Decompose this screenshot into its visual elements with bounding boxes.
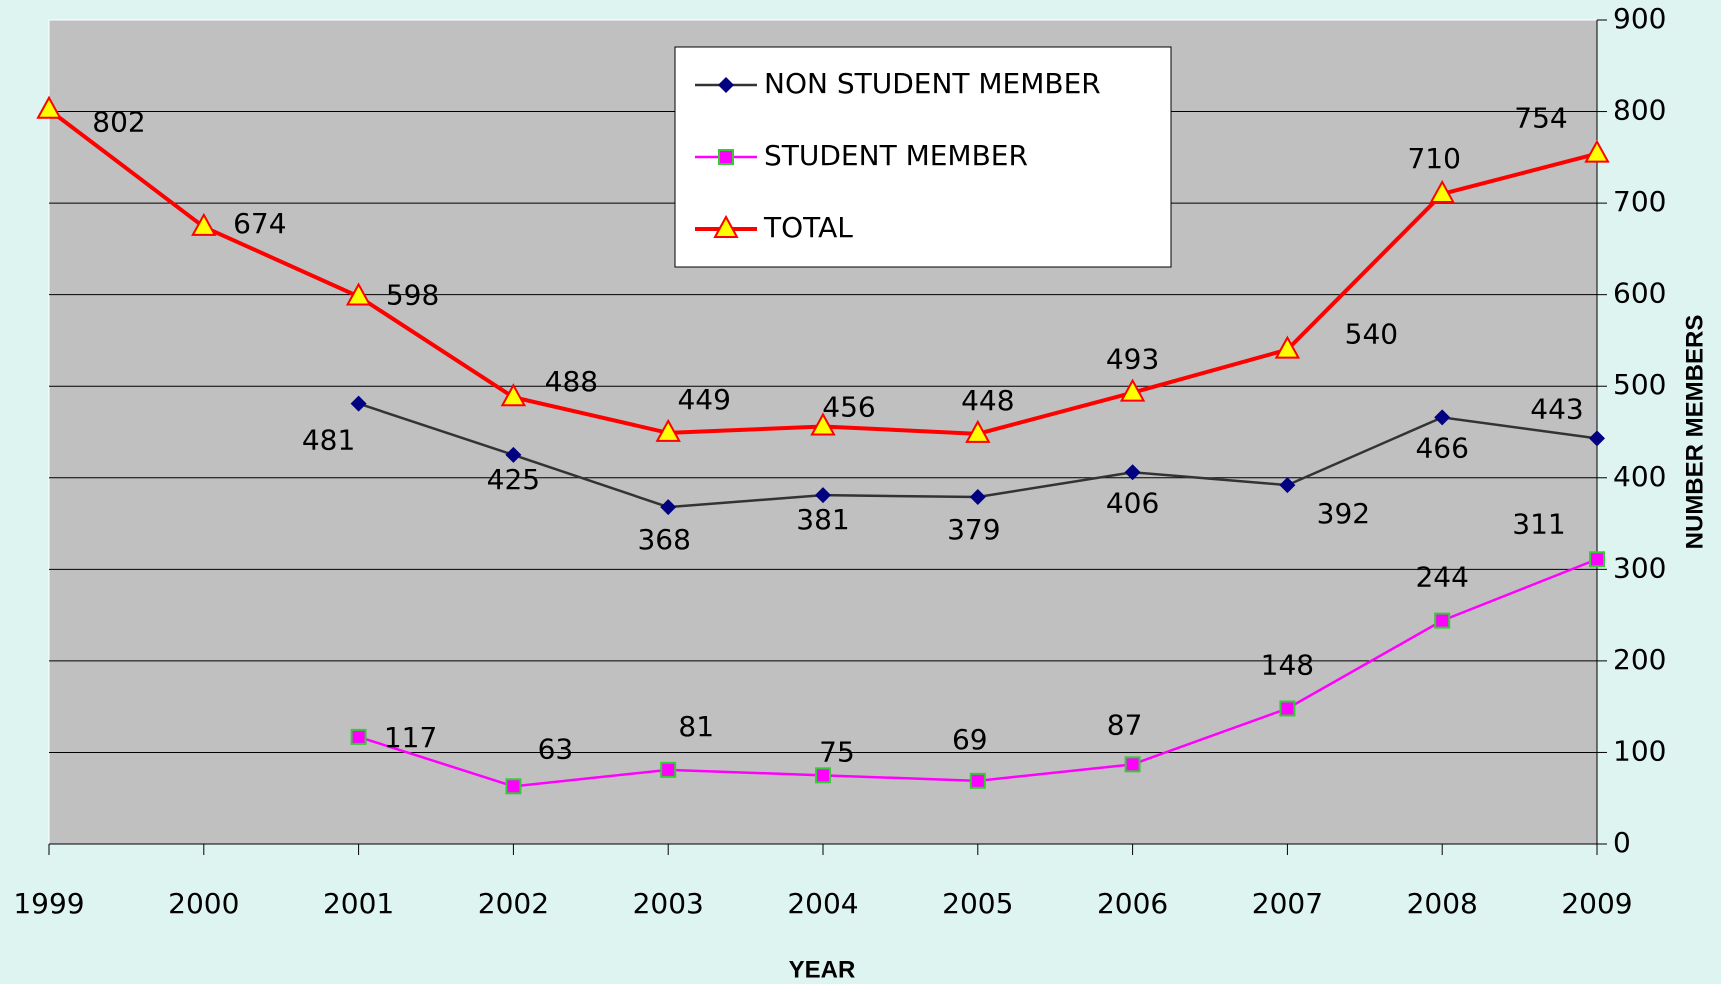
data-label: 540 — [1345, 318, 1398, 351]
legend: NON STUDENT MEMBER STUDENT MEMBER TOTAL — [674, 46, 1172, 268]
x-tick-label: 2009 — [1561, 887, 1632, 920]
x-axis-title: YEAR — [789, 956, 856, 983]
data-label: 368 — [637, 523, 690, 556]
marker — [191, 212, 217, 236]
marker — [969, 489, 986, 506]
marker — [815, 767, 831, 784]
x-tick-label: 2002 — [478, 887, 549, 920]
y-tick-label: 0 — [1613, 826, 1631, 859]
marker — [36, 95, 62, 119]
x-tick-label: 1999 — [13, 887, 84, 920]
x-tick-label: 2003 — [633, 887, 704, 920]
data-label: 87 — [1107, 708, 1143, 741]
x-tick-label: 2000 — [168, 887, 239, 920]
data-label: 674 — [233, 207, 286, 240]
x-tick-label: 2005 — [942, 887, 1013, 920]
marker — [718, 77, 734, 93]
marker — [1124, 756, 1141, 773]
y-tick-label: 300 — [1613, 551, 1666, 584]
marker — [1279, 700, 1296, 717]
y-tick-label: 400 — [1613, 460, 1666, 493]
data-label: 69 — [952, 723, 988, 756]
legend-label: NON STUDENT MEMBER — [764, 67, 1101, 100]
marker — [1274, 335, 1301, 359]
marker — [1429, 179, 1455, 203]
y-tick-label: 700 — [1613, 185, 1666, 218]
marker — [505, 778, 522, 795]
x-tick-label: 2008 — [1407, 887, 1478, 920]
data-label: 63 — [538, 732, 574, 765]
marker — [718, 149, 734, 165]
marker — [345, 282, 372, 306]
y-tick-label: 800 — [1613, 94, 1666, 127]
data-label: 406 — [1106, 486, 1159, 519]
marker — [1434, 612, 1451, 629]
data-label: 425 — [487, 463, 540, 496]
marker — [969, 772, 986, 789]
data-label: 148 — [1261, 648, 1314, 681]
marker — [815, 487, 831, 504]
marker — [505, 446, 522, 463]
marker — [1434, 409, 1451, 426]
legend-label: STUDENT MEMBER — [764, 139, 1028, 172]
data-label: 802 — [92, 106, 145, 139]
marker — [660, 499, 677, 516]
data-label: 81 — [678, 710, 714, 743]
y-axis-title: NUMBER MEMBERS — [1681, 315, 1708, 550]
y-tick-label: 600 — [1613, 277, 1666, 310]
marker — [1279, 477, 1296, 494]
data-label: 493 — [1106, 343, 1159, 376]
y-tick-label: 100 — [1613, 734, 1666, 767]
data-label: 448 — [961, 384, 1014, 417]
marker — [1119, 378, 1146, 402]
x-tick-label: 2006 — [1097, 887, 1168, 920]
data-label: 311 — [1512, 507, 1565, 540]
y-tick-label: 200 — [1613, 643, 1666, 676]
data-label: 481 — [302, 424, 355, 457]
data-label: 379 — [947, 513, 1000, 546]
data-label: 381 — [796, 503, 849, 536]
marker — [1589, 430, 1605, 447]
data-label: 75 — [819, 735, 855, 768]
marker — [1589, 551, 1605, 568]
legend-label: TOTAL — [763, 211, 853, 244]
marker — [500, 383, 527, 407]
data-label: 710 — [1407, 142, 1460, 175]
marker — [965, 419, 991, 443]
x-tick-label: 2004 — [787, 887, 858, 920]
data-label: 598 — [386, 278, 439, 311]
data-label: 754 — [1514, 102, 1567, 135]
data-label: 449 — [677, 383, 730, 416]
x-tick-label: 2001 — [323, 887, 394, 920]
marker — [655, 418, 681, 442]
marker — [660, 761, 677, 778]
data-label: 244 — [1415, 561, 1468, 594]
y-tick-label: 500 — [1613, 368, 1666, 401]
legend-box — [674, 46, 1172, 268]
marker — [713, 214, 739, 238]
marker — [350, 728, 367, 745]
data-label: 443 — [1530, 392, 1583, 425]
data-label: 117 — [384, 721, 437, 754]
data-label: 392 — [1317, 497, 1370, 530]
marker — [350, 395, 367, 412]
x-tick-label: 2007 — [1252, 887, 1323, 920]
y-tick-label: 900 — [1613, 2, 1666, 35]
data-label: 466 — [1415, 431, 1468, 464]
data-label: 456 — [822, 391, 875, 424]
data-label: 488 — [545, 365, 598, 398]
marker — [810, 412, 836, 436]
marker — [1584, 139, 1610, 163]
marker — [1124, 464, 1141, 481]
